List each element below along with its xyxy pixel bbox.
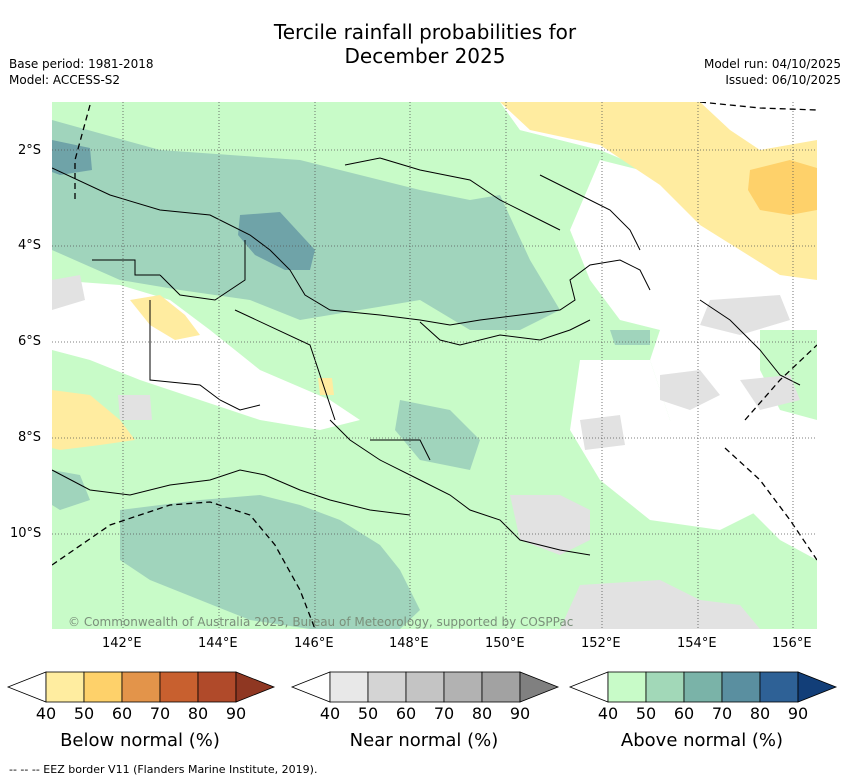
meta-right: Model run: 04/10/2025 Issued: 06/10/2025 (704, 56, 841, 88)
meta-left: Base period: 1981-2018 Model: ACCESS-S2 (9, 56, 154, 88)
colorbar-tick: 80 (187, 704, 209, 723)
colorbar-segment (45, 671, 85, 703)
colorbar-segment (721, 671, 761, 703)
title-line-2: December 2025 (344, 44, 506, 68)
colorbar-segment (443, 671, 483, 703)
colorbar-tick: 50 (73, 704, 95, 723)
eez-footer-note: -- -- -- EEZ border V11 (Flanders Marine… (9, 763, 318, 776)
copyright-text: © Commonwealth of Australia 2025, Bureau… (68, 615, 573, 629)
lon-label-150e: 150°E (485, 636, 525, 651)
below-normal-label: Below normal (%) (60, 730, 220, 751)
coastlines (52, 157, 801, 556)
colorbar-segment (197, 671, 237, 703)
below-normal-50-region (52, 102, 817, 450)
colorbar-segment (290, 671, 331, 703)
above-normal-70-region (52, 140, 315, 270)
colorbar-segment (797, 671, 838, 703)
colorbar-tick: 90 (225, 704, 247, 723)
colorbar-tick: 70 (711, 704, 733, 723)
colorbar-tick: 70 (433, 704, 455, 723)
lat-label-10s: 10°S (10, 526, 42, 541)
colorbar-tick: 40 (319, 704, 341, 723)
below-normal-60-region (748, 160, 817, 215)
colorbar-segment (159, 671, 199, 703)
colorbar-segment (759, 671, 799, 703)
lon-label-154e: 154°E (677, 636, 717, 651)
colorbar-above (568, 671, 838, 703)
colorbar-tick: 40 (35, 704, 57, 723)
colorbar-below (6, 671, 276, 703)
title-line-1: Tercile rainfall probabilities for (273, 20, 577, 44)
colorbar-tick: 50 (357, 704, 379, 723)
map-title: Tercile rainfall probabilities for Decem… (0, 20, 850, 68)
lon-label-156e: 156°E (772, 636, 812, 651)
lat-label-2s: 2°S (18, 143, 42, 158)
issued-date: Issued: 06/10/2025 (725, 73, 841, 87)
colorbar-tick: 70 (149, 704, 171, 723)
colorbar-tick: 40 (597, 704, 619, 723)
lat-label-4s: 4°S (18, 238, 42, 253)
colorbar-tick: 80 (471, 704, 493, 723)
lat-label-6s: 6°S (18, 334, 42, 349)
colorbar-segment (329, 671, 369, 703)
colorbar-segment (83, 671, 123, 703)
colorbar-tick: 50 (635, 704, 657, 723)
colorbar-segment (607, 671, 647, 703)
lon-label-146e: 146°E (294, 636, 334, 651)
lat-label-8s: 8°S (18, 430, 42, 445)
above-normal-60-region (52, 120, 650, 629)
colorbar-tick: 60 (395, 704, 417, 723)
colorbar-segment (405, 671, 445, 703)
colorbar-tick: 80 (749, 704, 771, 723)
base-period: Base period: 1981-2018 (9, 57, 154, 71)
gridlines (52, 102, 817, 629)
colorbar-segment (121, 671, 161, 703)
colorbar-segment (367, 671, 407, 703)
model-run: Model run: 04/10/2025 (703, 57, 841, 71)
colorbar-segment (645, 671, 685, 703)
near-normal-region (52, 275, 800, 629)
above-normal-label: Above normal (%) (620, 730, 784, 751)
lon-label-142e: 142°E (102, 636, 142, 651)
colorbars (6, 671, 838, 703)
colorbar-segment (6, 671, 47, 703)
colorbar-near (290, 671, 560, 703)
colorbar-segment (481, 671, 521, 703)
near-normal-label: Near normal (%) (349, 730, 499, 751)
colorbar-tick: 60 (111, 704, 133, 723)
colorbar-segment (568, 671, 609, 703)
lon-label-148e: 148°E (389, 636, 429, 651)
colorbar-tick: 90 (509, 704, 531, 723)
model-name: Model: ACCESS-S2 (9, 73, 121, 87)
lon-label-152e: 152°E (581, 636, 621, 651)
colorbar-tick: 60 (673, 704, 695, 723)
eez-borders (52, 102, 817, 629)
colorbar-segment (683, 671, 723, 703)
colorbar-segment (235, 671, 276, 703)
colorbar-segment (519, 671, 560, 703)
map-area (52, 102, 817, 629)
lon-label-144e: 144°E (198, 636, 238, 651)
colorbar-tick: 90 (787, 704, 809, 723)
